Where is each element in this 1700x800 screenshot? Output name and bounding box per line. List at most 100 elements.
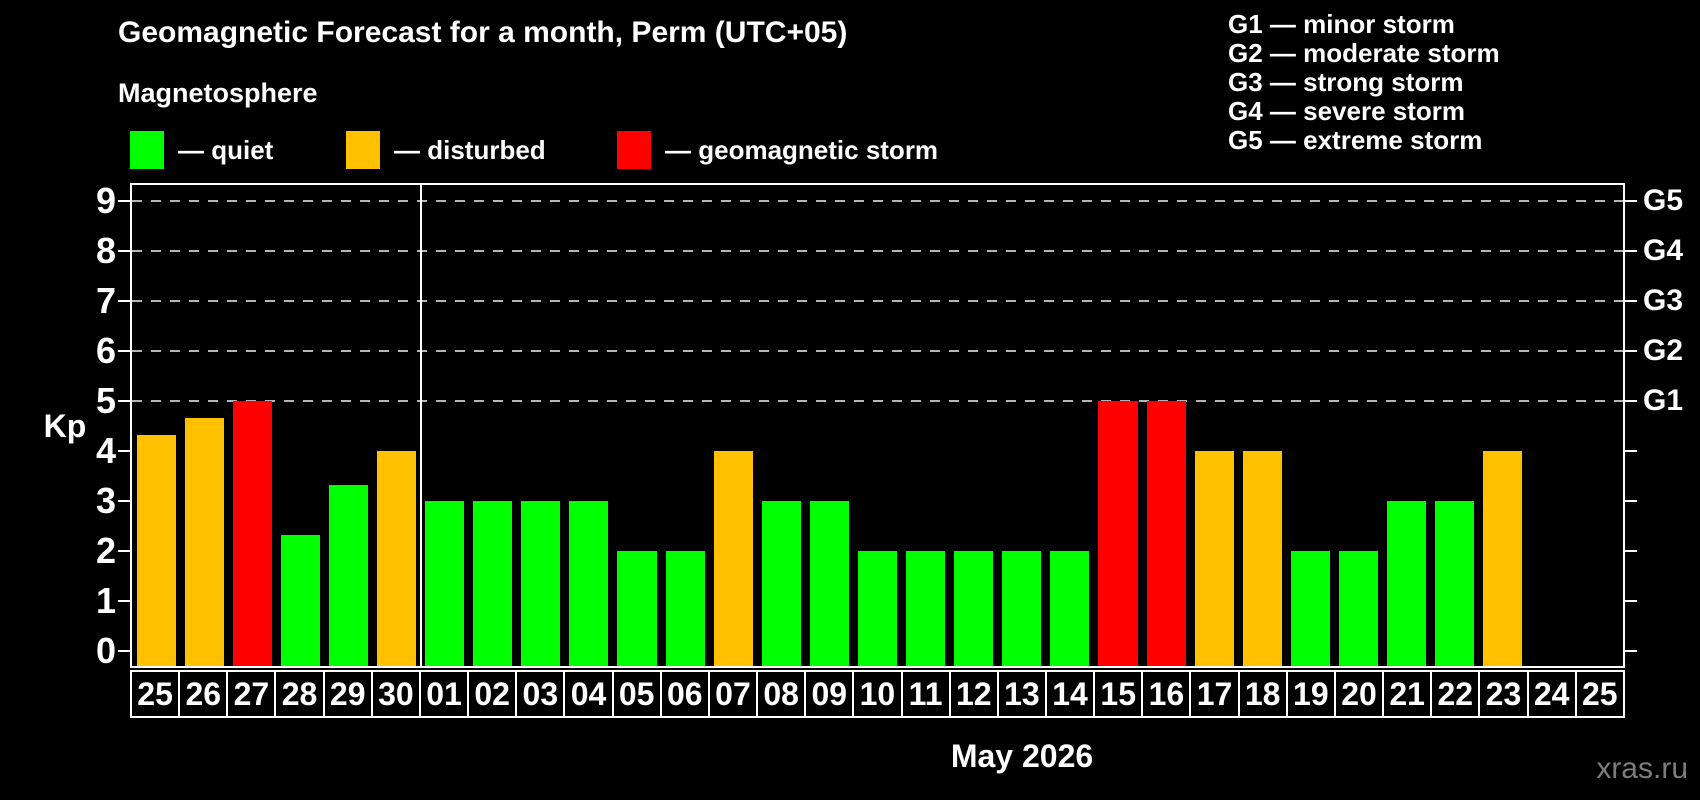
day-label-23: 23: [1478, 672, 1526, 716]
watermark: xras.ru: [1596, 752, 1688, 785]
left-tick-6: [118, 350, 130, 352]
bar-day-22: [1435, 501, 1475, 666]
day-label-05: 05: [611, 672, 660, 716]
day-label-22: 22: [1430, 672, 1478, 716]
bar-day-28: [280, 534, 320, 666]
bar-day-06: [665, 551, 705, 666]
right-tick-4: [1625, 450, 1637, 452]
month-separator: [419, 185, 422, 666]
gridline-kp7: [132, 300, 1623, 302]
legend-item-disturbed: — disturbed: [346, 131, 546, 169]
left-tick-1: [118, 600, 130, 602]
day-label-16: 16: [1141, 672, 1189, 716]
y-tick-label-7: 7: [95, 280, 116, 321]
left-tick-0: [118, 650, 130, 652]
y-tick-label-4: 4: [95, 430, 116, 471]
right-axis-label-g3: G3: [1643, 284, 1684, 317]
right-tick-2: [1625, 550, 1637, 552]
y-axis-title: Kp: [43, 408, 87, 444]
y-tick-label-1: 1: [95, 580, 116, 621]
left-tick-4: [118, 450, 130, 452]
day-label-prev-26: 26: [178, 672, 226, 716]
gridline-kp9: [132, 200, 1623, 202]
right-tick-3: [1625, 500, 1637, 502]
bar-day-01: [425, 501, 465, 666]
right-axis-label-g4: G4: [1643, 234, 1684, 267]
day-label-11: 11: [900, 672, 949, 716]
bar-day-21: [1387, 501, 1427, 666]
day-label-09: 09: [804, 672, 852, 716]
storm-scale-g4: G4 — severe storm: [1228, 96, 1466, 126]
right-tick-9: [1625, 200, 1637, 202]
bar-day-03: [521, 501, 561, 666]
day-label-prev-27: 27: [226, 672, 274, 716]
y-tick-label-8: 8: [95, 230, 116, 271]
bar-day-26: [184, 417, 224, 666]
bar-day-30: [376, 451, 417, 666]
bar-day-14: [1050, 551, 1090, 666]
gridline-kp6: [132, 350, 1623, 352]
y-tick-label-3: 3: [95, 480, 116, 521]
day-label-07: 07: [707, 672, 756, 716]
right-tick-6: [1625, 350, 1637, 352]
bar-day-20: [1338, 551, 1378, 666]
day-label-prev-30: 30: [370, 672, 419, 716]
bar-day-10: [857, 551, 898, 666]
left-tick-9: [118, 200, 130, 202]
right-tick-8: [1625, 250, 1637, 252]
bar-day-27: [232, 401, 272, 666]
day-label-25: 25: [1574, 672, 1623, 716]
day-label-18: 18: [1237, 672, 1286, 716]
gridline-kp5: [132, 400, 1623, 402]
quiet-swatch-icon: [130, 131, 164, 169]
legend-label-storm: — geomagnetic storm: [665, 134, 939, 165]
day-label-19: 19: [1285, 672, 1334, 716]
left-tick-3: [118, 500, 130, 502]
bar-day-02: [473, 501, 513, 666]
day-label-10: 10: [852, 672, 900, 716]
bar-day-13: [1002, 551, 1042, 666]
day-label-12: 12: [948, 672, 997, 716]
bar-day-16: [1146, 401, 1186, 666]
day-label-prev-29: 29: [322, 672, 371, 716]
x-axis-title: May 2026: [950, 738, 1094, 774]
right-tick-0: [1625, 650, 1637, 652]
left-tick-8: [118, 250, 130, 252]
y-tick-label-5: 5: [95, 380, 116, 421]
day-label-02: 02: [467, 672, 515, 716]
day-label-06: 06: [659, 672, 708, 716]
legend-label-quiet: — quiet: [178, 134, 274, 165]
storm-scale-g3: G3 — strong storm: [1228, 67, 1464, 97]
left-tick-7: [118, 300, 130, 302]
y-tick-label-9: 9: [95, 180, 116, 221]
left-tick-2: [118, 550, 130, 552]
day-label-13: 13: [996, 672, 1045, 716]
page-title: Geomagnetic Forecast for a month, Perm (…: [118, 16, 848, 49]
day-label-03: 03: [515, 672, 563, 716]
y-tick-label-2: 2: [95, 530, 116, 571]
bar-day-25: [136, 434, 176, 666]
day-label-21: 21: [1382, 672, 1430, 716]
legend-label-disturbed: — disturbed: [394, 134, 546, 165]
bar-day-18: [1242, 451, 1282, 666]
bar-day-19: [1290, 551, 1330, 666]
right-tick-7: [1625, 300, 1637, 302]
legend-item-storm: — geomagnetic storm: [617, 131, 938, 169]
disturbed-swatch-icon: [346, 131, 380, 169]
bar-day-09: [809, 501, 849, 666]
day-label-15: 15: [1093, 672, 1141, 716]
bar-day-15: [1098, 401, 1138, 666]
bar-day-17: [1194, 451, 1234, 666]
right-tick-5: [1625, 400, 1637, 402]
day-label-17: 17: [1189, 672, 1237, 716]
day-label-20: 20: [1333, 672, 1382, 716]
day-label-24: 24: [1526, 672, 1575, 716]
right-axis-label-g5: G5: [1643, 184, 1684, 217]
storm-scale-g1: G1 — minor storm: [1228, 9, 1455, 39]
gridline-kp8: [132, 250, 1623, 252]
day-label-row: 25 26 27 28 29 30 01 02 03 04 05 06 07 08 09 10 11 12 13 14…: [130, 670, 1625, 718]
storm-scale-g2: G2 — moderate storm: [1228, 38, 1500, 68]
day-label-08: 08: [756, 672, 804, 716]
bar-day-07: [713, 451, 753, 666]
